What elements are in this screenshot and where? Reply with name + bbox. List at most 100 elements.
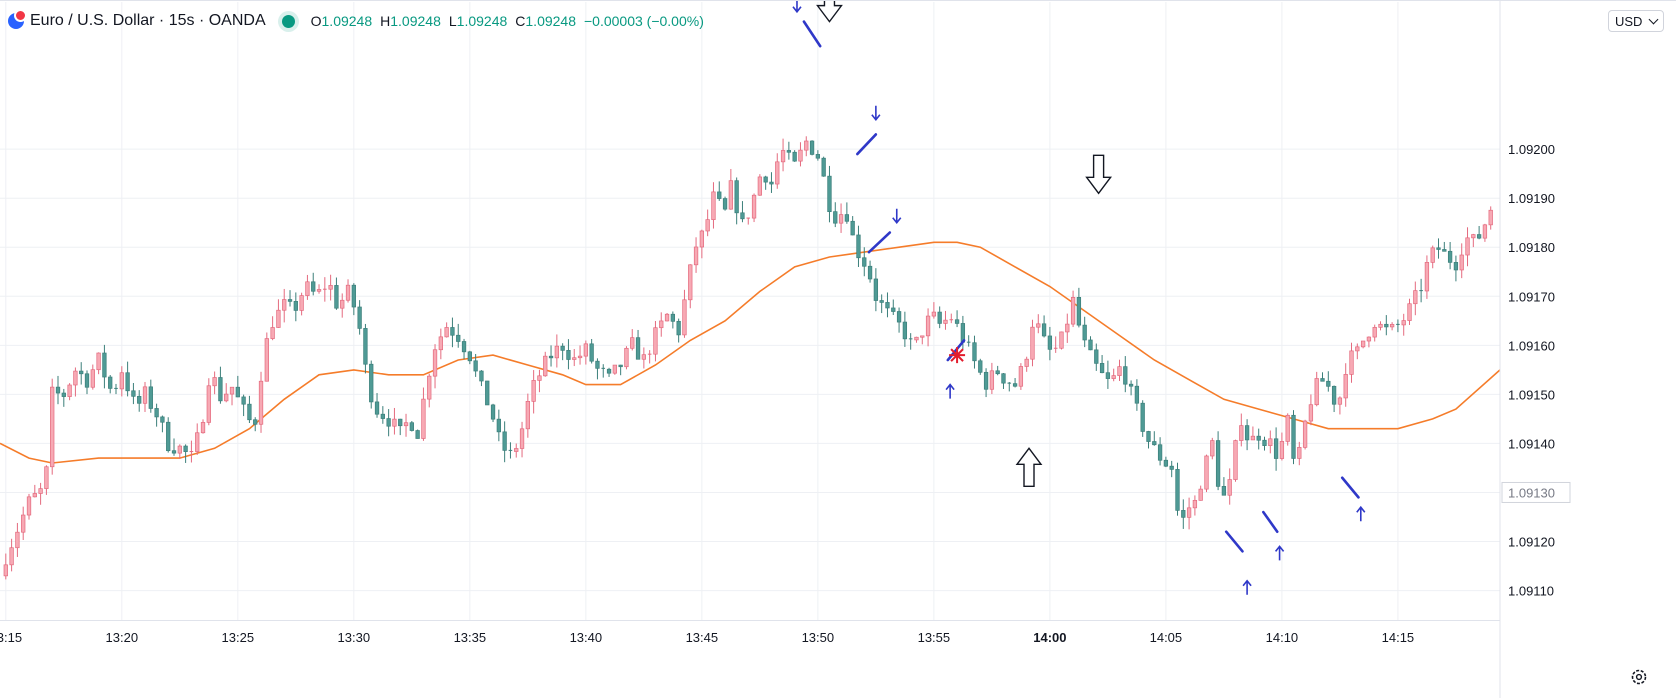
candle-body bbox=[711, 191, 716, 220]
candle-body bbox=[473, 360, 478, 372]
candle bbox=[1268, 430, 1273, 454]
candle-body bbox=[1163, 459, 1169, 467]
candle bbox=[114, 383, 118, 395]
candle-body bbox=[728, 180, 734, 210]
candle bbox=[949, 313, 954, 324]
candle bbox=[392, 407, 397, 435]
candle bbox=[90, 364, 95, 390]
candle-body bbox=[1123, 366, 1128, 385]
symbol-logo-icon bbox=[8, 9, 27, 29]
candle bbox=[867, 260, 873, 283]
candles-layer bbox=[3, 136, 1493, 580]
candle-body bbox=[937, 311, 942, 324]
arrow-stroke bbox=[792, 0, 802, 14]
candle-body bbox=[270, 327, 275, 339]
candle-body bbox=[1157, 444, 1163, 461]
candle-body bbox=[351, 284, 356, 308]
symbol-title[interactable]: Euro / U.S. Dollar · 15s · OANDA bbox=[30, 12, 266, 29]
candle bbox=[1030, 319, 1035, 367]
candle-body bbox=[1082, 324, 1087, 341]
candle-body bbox=[856, 234, 861, 259]
candle bbox=[1024, 356, 1029, 372]
candle bbox=[1186, 497, 1192, 530]
candle bbox=[490, 403, 496, 423]
candle bbox=[1279, 432, 1285, 461]
candle-body bbox=[1360, 340, 1366, 348]
moving-average-line bbox=[0, 241, 1501, 464]
candle bbox=[1459, 243, 1464, 279]
candle bbox=[1314, 371, 1319, 407]
x-tick-label: 13:30 bbox=[338, 630, 371, 645]
candle-body bbox=[409, 422, 414, 431]
candle-body bbox=[519, 428, 525, 449]
candle-body bbox=[1047, 335, 1053, 350]
candle bbox=[1396, 319, 1400, 333]
x-tick-label: 14:05 bbox=[1150, 630, 1183, 645]
candle bbox=[1117, 359, 1122, 381]
candle-body bbox=[1326, 380, 1331, 387]
candle bbox=[757, 174, 763, 196]
candle-body bbox=[171, 450, 177, 454]
candle bbox=[624, 346, 629, 370]
candle bbox=[577, 345, 583, 365]
candle bbox=[548, 345, 554, 367]
candle bbox=[380, 406, 385, 424]
candle-body bbox=[1424, 262, 1430, 292]
candle bbox=[1297, 441, 1302, 466]
candle bbox=[323, 277, 327, 302]
candle-body bbox=[38, 488, 43, 494]
settings-gear-icon[interactable] bbox=[1630, 668, 1648, 686]
candle-body bbox=[1291, 414, 1296, 459]
candle bbox=[44, 465, 49, 495]
candle bbox=[519, 421, 525, 458]
candle bbox=[972, 335, 977, 369]
candle-body bbox=[821, 157, 826, 177]
candle bbox=[1442, 241, 1447, 252]
candle bbox=[1012, 378, 1018, 388]
candle bbox=[862, 247, 867, 277]
candle bbox=[264, 332, 269, 382]
candle bbox=[717, 181, 722, 201]
candle-body bbox=[490, 404, 496, 420]
candle-body bbox=[108, 376, 113, 389]
candle bbox=[688, 264, 693, 309]
candle bbox=[212, 371, 217, 395]
candle bbox=[50, 378, 55, 475]
candle-body bbox=[560, 345, 565, 351]
candle bbox=[902, 311, 908, 347]
candle bbox=[914, 336, 919, 343]
candle-body bbox=[664, 313, 670, 322]
candle bbox=[856, 225, 861, 268]
candle-body bbox=[374, 401, 380, 415]
candle-body bbox=[1117, 366, 1122, 376]
candle-body bbox=[67, 384, 72, 397]
candle-body bbox=[699, 230, 705, 248]
candle-body bbox=[276, 309, 281, 328]
candle bbox=[954, 310, 960, 328]
candle bbox=[786, 141, 792, 160]
market-status-icon[interactable] bbox=[281, 14, 295, 28]
candle bbox=[218, 366, 223, 404]
candle bbox=[630, 329, 635, 351]
candle bbox=[809, 140, 815, 156]
candle bbox=[1291, 410, 1296, 465]
candle bbox=[1221, 477, 1227, 496]
candle-body bbox=[989, 370, 995, 390]
candle-body bbox=[1140, 402, 1145, 432]
candle-body bbox=[1465, 237, 1470, 256]
candle-body bbox=[1239, 425, 1244, 441]
candle-body bbox=[200, 422, 206, 434]
candle-body bbox=[299, 295, 304, 311]
candle bbox=[432, 344, 438, 389]
candle bbox=[340, 293, 345, 318]
candle-body bbox=[160, 416, 165, 423]
candle-body bbox=[531, 380, 536, 402]
candle-body bbox=[9, 547, 14, 566]
currency-selector[interactable]: USD bbox=[1608, 10, 1664, 32]
candle-body bbox=[496, 418, 501, 433]
candle-body bbox=[1221, 486, 1227, 496]
candle bbox=[427, 373, 432, 408]
candle-body bbox=[595, 360, 600, 369]
x-tick-label: 13:40 bbox=[570, 630, 603, 645]
